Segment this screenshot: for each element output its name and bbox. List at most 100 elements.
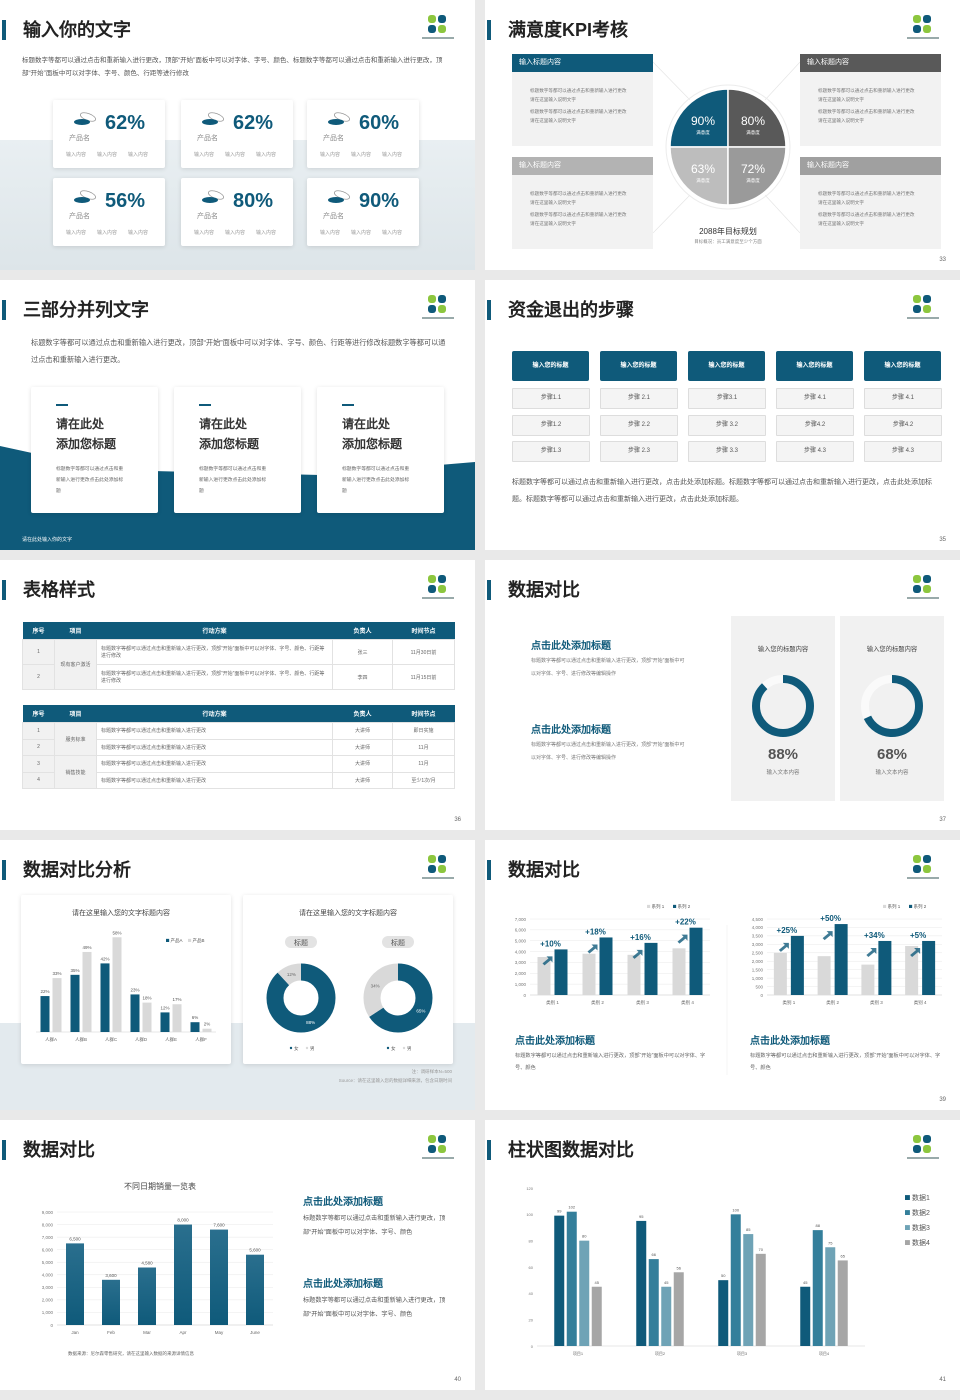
growth-annotation: +16% (630, 933, 651, 942)
stat-item: 输入内容 (66, 230, 87, 236)
step-box[interactable]: 步骤1.3 (512, 441, 590, 462)
title-accent-bar (487, 580, 491, 600)
step-box[interactable]: 步骤 2.3 (600, 441, 678, 462)
card-title-line2: 添加您标题 (199, 437, 260, 451)
bar (790, 935, 804, 995)
step-box[interactable]: 步骤 2.2 (600, 414, 678, 436)
y-tick-label: 0 (50, 1323, 53, 1328)
step-box[interactable]: 步骤1.1 (512, 388, 590, 409)
y-tick-label: 0 (760, 993, 763, 998)
step-box[interactable]: 步骤4.2 (776, 414, 854, 436)
x-tick-label: Apr (179, 1330, 187, 1335)
slide-32[interactable]: 输入你的文字32标题数字等都可以通过点击和重新输入进行更改，顶部“开始”面板中可… (0, 0, 475, 270)
step-column-header[interactable]: 输入您的标题 (600, 351, 677, 381)
data-label: 6,500 (69, 1236, 81, 1241)
step-box[interactable]: 步骤3.1 (688, 388, 766, 409)
legend-swatch (905, 1210, 910, 1215)
pill-fill (74, 197, 90, 203)
step-box[interactable]: 步骤 2.1 (600, 388, 678, 409)
y-tick-label: 8,000 (42, 1222, 54, 1227)
logo-caption-line (907, 317, 939, 319)
slice-label: 12% (287, 972, 296, 977)
slide-40[interactable]: 数据对比 40 不同日期销量一览表 0 1,000 2,000 3,000 4,000 5,00… (0, 1120, 475, 1390)
data-label: 49% (82, 945, 91, 950)
row-deadline: 11月30日前 (392, 639, 455, 665)
row-number: 1 (22, 722, 55, 740)
growth-annotation: +22% (675, 918, 696, 927)
slide-36[interactable]: 表格样式 36 序号 项目 行动方案 负责人 时间节点 1 现有客户激活 标题数字等都可以通过点击… (0, 560, 475, 830)
step-column-header[interactable]: 输入您的标题 (776, 351, 853, 381)
step-box[interactable]: 步骤 4.3 (776, 441, 854, 462)
column-header: 负责人 (332, 705, 393, 723)
bar (599, 937, 613, 995)
ring-progress (752, 675, 814, 737)
slide-34[interactable]: 三部分并列文字34标题数字等都可以通过点击和重新输入进行更改，顶部“开始”面板中… (0, 280, 475, 550)
step-box[interactable]: 步骤 3.3 (688, 441, 766, 462)
step-box[interactable]: 步骤 4.3 (864, 441, 942, 462)
stat-item: 输入内容 (97, 230, 118, 236)
row-deadline: 11月15日前 (392, 664, 455, 690)
slide-41[interactable]: 柱状图数据对比 41 0 20 40 60 80 100 120 项目1 99 102 80 45 项目2 9… (485, 1120, 960, 1390)
step-box[interactable]: 步骤4.2 (864, 414, 942, 436)
step-box[interactable]: 步骤 3.2 (688, 414, 766, 436)
row-number: 2 (22, 738, 55, 756)
quadrant-label: 满意度 (696, 129, 710, 136)
y-tick-label: 1,000 (752, 976, 764, 981)
growth-annotation: +5% (910, 931, 926, 940)
bullet-text: 标题数字等都可以通过点击和重新输入进行更改 请在这里输入说明文字 (530, 88, 627, 102)
data-label: 85 (746, 1227, 751, 1232)
data-label: 80 (582, 1234, 587, 1239)
growth-annotation: +10% (540, 939, 561, 948)
stat-item: 输入内容 (97, 152, 118, 158)
card-accent-line (342, 404, 354, 406)
slide-37[interactable]: 数据对比 37 点击此处添加标题 标题数字等都可以通过点击和重新输入进行更改，顶部“开… (485, 560, 960, 830)
step-box[interactable]: 步骤 4.1 (864, 388, 942, 409)
slide-33[interactable]: 满意度KPI考核 33 90% 满意度 80% 满意度 63% 满意度 72% 满意度 2088年目… (485, 0, 960, 270)
card-title-line1: 请在此处 (199, 417, 248, 431)
connector-line (764, 194, 801, 234)
item-text: 标题数字等都可以通过点击和重新输入进行更改，顶部“开始”面板中可以对字体、字号、… (531, 742, 685, 761)
table-header-row: 序号 项目 行动方案 负责人 时间节点 (22, 622, 455, 640)
step-box[interactable]: 步骤 4.1 (776, 388, 854, 409)
bullet-text: 标题数字等都可以通过点击和重新输入进行更改 请在这里输入说明文字 (818, 212, 915, 226)
column-header: 时间节点 (392, 622, 455, 640)
item-heading: 点击此处添加标题 (303, 1279, 383, 1290)
step-box[interactable]: 步骤1.2 (512, 414, 590, 436)
y-tick-label: 1,000 (515, 982, 527, 987)
bar (210, 1229, 228, 1325)
bar (661, 1286, 672, 1346)
card-accent-line (56, 404, 68, 406)
x-tick-label: Jan (71, 1330, 79, 1335)
quadrant-value: 80% (741, 114, 765, 128)
column-header: 时间节点 (392, 705, 455, 723)
pill-fill (328, 119, 344, 125)
logo-leaf (428, 575, 436, 583)
title-accent-bar (2, 300, 6, 320)
slide-39[interactable]: 数据对比 39 0 1,000 2,000 3,000 4,000 5,000 6,000 7,0… (485, 840, 960, 1110)
x-tick-label: 类别 4 (681, 999, 694, 1006)
slice-label: 88% (306, 1020, 315, 1025)
pill-icon (202, 190, 225, 203)
panel-title: 输入您的标题内容 (866, 646, 918, 653)
step-column-header[interactable]: 输入您的标题 (512, 351, 589, 381)
slide-title: 三部分并列文字 (23, 300, 149, 320)
logo-leaf (438, 855, 446, 863)
legend-dot (305, 1046, 309, 1050)
logo-leaf (438, 1135, 446, 1143)
y-tick-label: 1,500 (752, 967, 764, 972)
bar (812, 1230, 823, 1346)
stat-value: 60% (359, 112, 400, 134)
slide-35[interactable]: 资金退出的步骤 35 输入您的标题 步骤1.1 步骤1.2 步骤1.3 输入您的标题 步骤 2… (485, 280, 960, 550)
stat-label: 产品名 (69, 135, 90, 142)
bar (817, 956, 831, 995)
data-label: 102 (568, 1205, 575, 1210)
slide-38[interactable]: 数据对比分析38请在这里输入您的文字标题内容人群A22%33%人群B35%49%… (0, 840, 475, 1110)
y-tick-label: 4,000 (515, 949, 527, 954)
stat-value: 80% (233, 190, 274, 212)
step-column-header[interactable]: 输入您的标题 (864, 351, 941, 381)
step-column-header[interactable]: 输入您的标题 (688, 351, 765, 381)
bar (554, 949, 568, 995)
graphics-layer: 90%满意度80%满意度63%满意度72%满意度2088年目标规划目标概况：员工… (652, 61, 801, 245)
pill-fill (74, 119, 90, 125)
quadrant-value: 63% (691, 162, 715, 176)
